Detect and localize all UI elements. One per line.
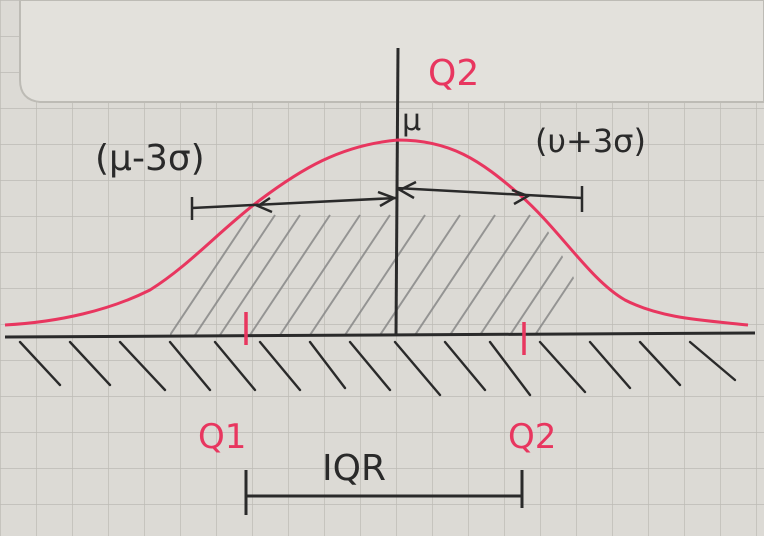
- label-mu: μ: [402, 103, 421, 138]
- page-edge: [19, 0, 764, 103]
- x-axis: [4, 331, 756, 339]
- label-q2-top: Q2: [428, 53, 479, 94]
- normal-curve: [4, 138, 749, 327]
- ground-hatching: [18, 340, 737, 397]
- shaded-area: [170, 214, 580, 335]
- label-iqr: IQR: [322, 448, 386, 489]
- label-q1: Q1: [198, 417, 246, 457]
- range-bracket: [190, 180, 584, 220]
- label-q2-bottom: Q2: [508, 417, 556, 457]
- label-right-bound: (υ+3σ): [535, 122, 646, 160]
- mean-axis: [394, 47, 400, 336]
- label-left-bound: (μ-3σ): [95, 138, 205, 179]
- iqr-bar: [244, 470, 524, 515]
